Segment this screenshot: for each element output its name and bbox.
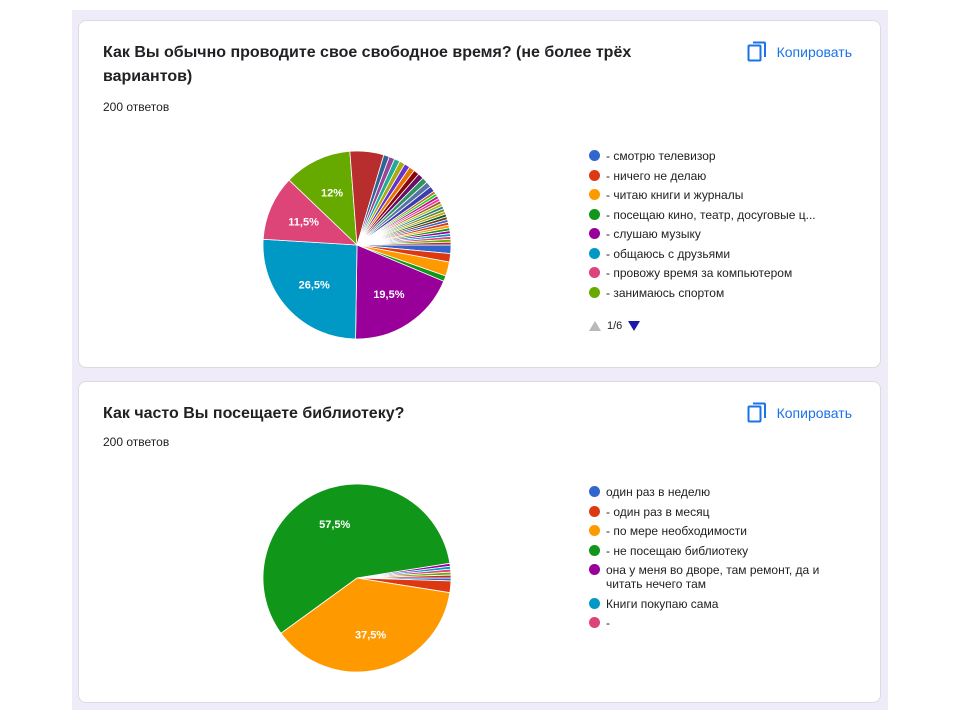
- legend-swatch: [589, 617, 600, 628]
- copy-icon: [747, 402, 766, 423]
- legend-item: - посещаю кино, театр, досуговые ц...: [589, 208, 816, 222]
- legend-label: - провожу время за компьютером: [606, 266, 793, 280]
- legend-label: один раз в неделю: [606, 485, 711, 499]
- legend-label: - посещаю кино, театр, досуговые ц...: [606, 207, 816, 222]
- question-title: Как Вы обычно проводите свое свободное в…: [103, 44, 632, 85]
- copy-button[interactable]: Копировать: [747, 402, 852, 424]
- pie-chart: 37,5% 57,5%: [262, 483, 452, 673]
- legend-swatch: [589, 189, 600, 200]
- legend-swatch: [589, 208, 600, 220]
- next-page-icon[interactable]: [628, 321, 641, 331]
- copy-label: Копировать: [776, 44, 852, 60]
- legend-item: один раз в неделю: [589, 485, 856, 499]
- copy-button[interactable]: Копировать: [747, 41, 852, 63]
- legend-swatch: [589, 544, 600, 556]
- legend-label: - не посещаю библиотеку: [606, 543, 749, 558]
- pie-slice[interactable]: [262, 179, 359, 246]
- legend-swatch: [589, 597, 600, 609]
- previous-page-icon[interactable]: [589, 321, 601, 331]
- question-card-library: Как часто Вы посещаете библиотеку? 200 о…: [78, 381, 881, 703]
- legend-item: Книги покупаю сама: [589, 597, 856, 611]
- legend-label: Книги покупаю сама: [606, 596, 719, 611]
- legend-item: -: [589, 616, 856, 630]
- legend-label: - по мере необходимости: [606, 524, 747, 538]
- legend-item: - не посещаю библиотеку: [589, 544, 856, 558]
- legend-swatch: [589, 486, 600, 497]
- question-title: Как часто Вы посещаете библиотеку?: [103, 405, 405, 422]
- legend-item: - ничего не делаю: [589, 169, 816, 183]
- legend-swatch: [589, 286, 600, 298]
- response-count: 200 ответов: [103, 435, 170, 449]
- legend-item: - провожу время за компьютером: [589, 266, 816, 280]
- legend-item: - один раз в месяц: [589, 505, 856, 519]
- pie-slice[interactable]: [262, 238, 358, 340]
- legend-label: - один раз в месяц: [606, 504, 710, 519]
- pie-slice[interactable]: [355, 244, 445, 340]
- page-indicator: 1/6: [607, 320, 623, 332]
- legend-label: -: [606, 616, 610, 630]
- copy-label: Копировать: [776, 405, 852, 421]
- slice-label: 26,5%: [299, 280, 330, 292]
- pie-slice[interactable]: [288, 150, 358, 247]
- legend-item: - общаюсь с друзьями: [589, 247, 816, 261]
- legend-label: - слушаю музыку: [606, 227, 701, 241]
- legend-label: - общаюсь с друзьями: [606, 246, 731, 261]
- legend-label: - ничего не делаю: [606, 168, 707, 183]
- legend-label: - читаю книги и журналы: [606, 188, 744, 202]
- legend-item: - смотрю телевизор: [589, 149, 816, 163]
- slice-label: 12%: [321, 187, 343, 199]
- pie-chart: 19,5% 26,5% 11,5% 12%: [262, 150, 452, 340]
- pie-slice[interactable]: [356, 574, 452, 579]
- legend-swatch: [589, 564, 600, 575]
- chart-legend: - смотрю телевизор - ничего не делаю - чит…: [589, 149, 816, 305]
- copy-icon: [747, 41, 766, 62]
- legend-item: - слушаю музыку: [589, 227, 816, 241]
- legend-swatch: [589, 525, 600, 536]
- legend-swatch: [589, 228, 600, 239]
- legend-swatch: [589, 150, 600, 161]
- pie-slice[interactable]: [356, 241, 452, 246]
- legend-item: - читаю книги и журналы: [589, 188, 816, 202]
- pie-slice[interactable]: [262, 483, 451, 634]
- legend-pager: 1/6: [589, 320, 641, 332]
- chart-legend: один раз в неделю - один раз в месяц - по …: [589, 485, 856, 636]
- question-card-leisure: Как Вы обычно проводите свое свободное в…: [78, 20, 881, 368]
- legend-item: она у меня во дворе, там ремонт, да и чи…: [589, 563, 856, 591]
- legend-swatch: [589, 169, 600, 181]
- legend-swatch: [589, 247, 600, 259]
- legend-label: - занимаюсь спортом: [606, 285, 725, 300]
- legend-swatch: [589, 505, 600, 517]
- legend-swatch: [589, 267, 600, 278]
- slice-label: 57,5%: [319, 519, 350, 531]
- legend-label: - смотрю телевизор: [606, 149, 716, 163]
- legend-item: - занимаюсь спортом: [589, 286, 816, 300]
- response-count: 200 ответов: [103, 100, 170, 114]
- pie-slice[interactable]: [280, 577, 451, 673]
- legend-label: она у меня во дворе, там ремонт, да и чи…: [606, 563, 820, 591]
- slice-label: 11,5%: [288, 217, 319, 229]
- slice-label: 19,5%: [373, 289, 404, 301]
- slice-label: 37,5%: [355, 630, 386, 642]
- legend-item: - по мере необходимости: [589, 524, 856, 538]
